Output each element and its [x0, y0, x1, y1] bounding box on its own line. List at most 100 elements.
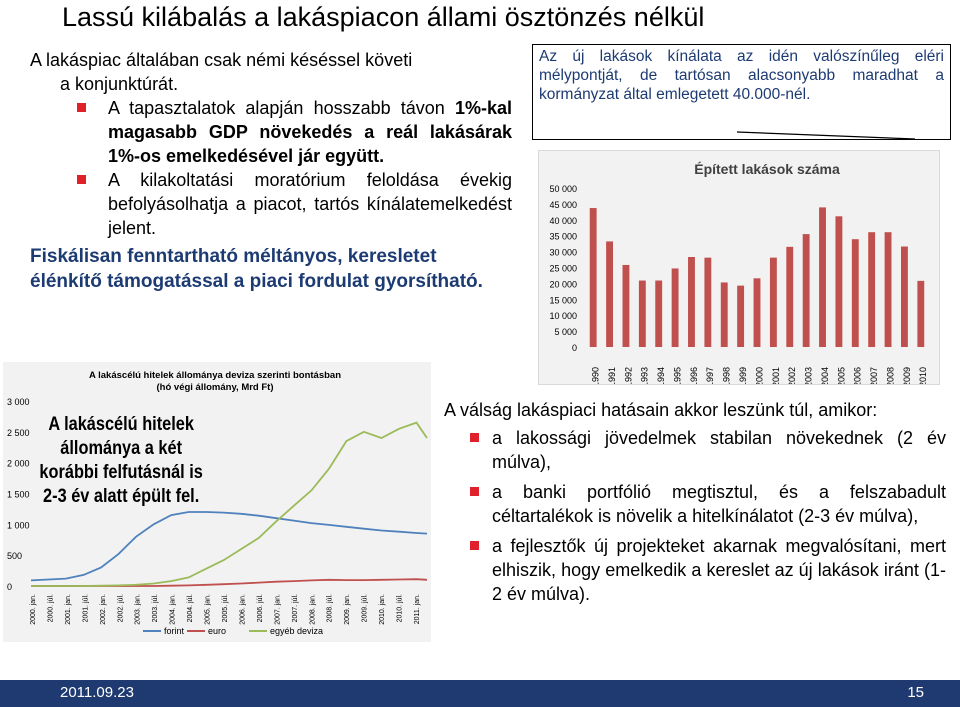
- line-x-tick-label: 2004. jan.: [170, 594, 177, 625]
- bar-y-tick-label: 10 000: [549, 311, 577, 321]
- bar-y-tick-label: 20 000: [549, 279, 577, 289]
- bar-x-tick-label: 1996: [689, 367, 699, 384]
- right-intro: A válság lakáspiaci hatásain akkor leszü…: [444, 400, 878, 420]
- line-series-forint: [30, 511, 428, 582]
- bar-x-tick-label: 1995: [672, 367, 682, 384]
- page-number: 15: [907, 684, 924, 701]
- line-x-tick-label: 2010. jan.: [379, 594, 386, 625]
- fiscal-statement: Fiskálisan fenntartható méltányos, keres…: [30, 246, 483, 292]
- left-bullet-2: A kilakoltatási moratórium feloldása éve…: [30, 168, 512, 240]
- bar: [704, 257, 712, 347]
- legend-label: forint: [164, 626, 185, 636]
- line-x-tick-label: 2001. jan.: [65, 594, 72, 625]
- bar: [720, 282, 728, 347]
- footer-bar: 2011.09.23 15: [0, 680, 960, 707]
- line-x-tick-label: 2005. jan.: [205, 594, 212, 625]
- line-y-tick-label: 1 000: [7, 520, 30, 530]
- line-chart-subtitle: (hó végi állomány, Mrd Ft): [157, 382, 274, 393]
- right-bullet-3-text: a fejlesztők új projekteket akarnak megv…: [492, 536, 946, 604]
- bar-x-tick-label: 1998: [722, 367, 732, 384]
- slide-title: Lassú kilábalás a lakáspiacon állami ösz…: [62, 2, 705, 32]
- right-bullet-1: a lakossági jövedelmek stabilan növekedn…: [444, 426, 946, 474]
- line-y-tick-label: 1 500: [7, 490, 30, 500]
- intro-line-1: A lakáspiac általában csak némi késéssel…: [30, 50, 413, 70]
- line-x-tick-label: 2007. júl.: [292, 594, 299, 622]
- bar-y-tick-label: 35 000: [549, 232, 577, 242]
- bar: [802, 234, 810, 347]
- built-homes-chart-svg: Épített lakások száma 0 5 000 10 000 15 000 2…: [549, 161, 928, 384]
- line-x-tick-label: 2007. jan.: [274, 594, 281, 625]
- footer-date: 2011.09.23: [60, 684, 134, 701]
- legend-label: euro: [208, 626, 226, 636]
- line-y-tick-label: 2 500: [7, 428, 30, 438]
- line-x-tick-label: 2010. júl.: [397, 594, 404, 622]
- line-x-tick-label: 2006. jan.: [239, 594, 246, 625]
- bar-y-tick-label: 45 000: [549, 200, 577, 210]
- supply-note-box: Az új lakások kínálata az idén valószínű…: [532, 44, 951, 140]
- bar: [917, 280, 925, 347]
- right-bullet-2-text: a banki portfólió megtisztul, és a felsz…: [492, 482, 946, 526]
- bar: [819, 207, 826, 347]
- left-bullet-2-text: A kilakoltatási moratórium feloldása éve…: [108, 170, 512, 238]
- legend-label: egyéb deviza: [270, 626, 323, 636]
- line-x-tick-label: 2003. júl.: [152, 594, 159, 622]
- bar-y-tick-label: 30 000: [549, 248, 577, 258]
- bar-x-tick-label: 1993: [640, 367, 650, 384]
- line-x-tick-label: 2002. júl.: [117, 594, 124, 622]
- line-x-tick-label: 2004. júl.: [187, 594, 194, 622]
- bullet-square-icon: [77, 175, 86, 184]
- line-x-tick-label: 2000. jan.: [30, 594, 37, 625]
- bullet-square-icon: [470, 541, 479, 550]
- line-x-tick-label: 2006. júl.: [257, 594, 264, 622]
- bar-x-tick-label: 1999: [738, 367, 748, 384]
- line-chart-title: A lakáscélú hitelek állománya deviza sze…: [89, 370, 341, 381]
- right-bullet-3: a fejlesztők új projekteket akarnak megv…: [444, 534, 946, 606]
- bar-x-tick-label: 2000: [754, 367, 764, 384]
- bar-x-tick-label: 2009: [902, 367, 912, 384]
- bar: [606, 241, 614, 347]
- bar-x-tick-label: 2001: [771, 367, 781, 384]
- bar: [655, 280, 663, 347]
- bar: [688, 257, 695, 347]
- bar-x-tick-label: 2004: [820, 367, 830, 384]
- bar-x-tick-label: 1992: [623, 367, 633, 384]
- bar-x-tick-label: 2010: [918, 367, 928, 384]
- bar-y-tick-label: 15 000: [549, 295, 577, 305]
- right-text-block: A válság lakáspiaci hatásain akkor leszü…: [444, 398, 946, 612]
- bar-x-tick-label: 2003: [804, 367, 814, 384]
- line-x-tick-label: 2001. júl.: [82, 594, 89, 622]
- bar-x-tick-label: 1991: [607, 367, 617, 384]
- left-bullet-1: A tapasztalatok alapján hosszabb távon 1…: [30, 96, 512, 168]
- intro-paragraph: A lakáspiac általában csak némi késéssel…: [30, 48, 512, 96]
- bar-y-tick-label: 50 000: [549, 184, 577, 194]
- line-x-tick-label: 2000. júl.: [47, 594, 54, 622]
- bar-x-tick-label: 2008: [885, 367, 895, 384]
- right-bullet-2: a banki portfólió megtisztul, és a felsz…: [444, 480, 946, 528]
- bullet-square-icon: [77, 103, 86, 112]
- left-bullet-1-text: A tapasztalatok alapján hosszabb távon: [108, 98, 455, 118]
- bar: [769, 257, 777, 347]
- bar: [671, 268, 679, 347]
- bar-x-tick-label: 2006: [853, 367, 863, 384]
- bar-y-tick-label: 0: [572, 343, 577, 353]
- bar: [900, 246, 908, 347]
- bar-y-tick-label: 25 000: [549, 264, 577, 274]
- line-x-tick-label: 2008. júl.: [327, 594, 334, 622]
- bar-x-tick-label: 2005: [836, 367, 846, 384]
- line-x-tick-label: 2005. júl.: [222, 594, 229, 622]
- left-bullet-1-bold: 1%-kal magasabb GDP növekedés a reál lak…: [108, 98, 512, 166]
- line-x-tick-label: 2009. júl.: [362, 594, 369, 622]
- loan-stock-overlay-text: A lakáscélú hitelek állománya a két korá…: [39, 414, 203, 507]
- line-y-tick-label: 3 000: [7, 397, 30, 407]
- bar: [589, 208, 597, 347]
- bullet-square-icon: [470, 433, 479, 442]
- line-y-tick-label: 2 000: [7, 459, 30, 469]
- bar-x-tick-label: 1997: [705, 367, 715, 384]
- bullet-square-icon: [470, 487, 479, 496]
- line-x-tick-label: 2011. jan.: [414, 594, 421, 624]
- line-series-euro: [31, 578, 428, 587]
- housing-loans-chart-svg: A lakáscélú hitelek állománya deviza sze…: [7, 370, 428, 636]
- line-x-tick-label: 2009. jan.: [344, 594, 351, 625]
- line-y-tick-label: 500: [7, 551, 22, 561]
- line-x-tick-label: 2008. jan.: [309, 594, 316, 625]
